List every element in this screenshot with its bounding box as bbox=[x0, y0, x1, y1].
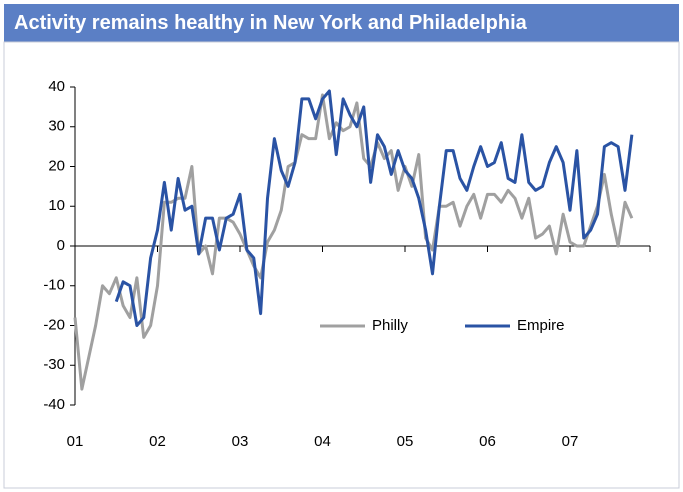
x-tick-label: 05 bbox=[397, 433, 414, 450]
y-tick-label: -20 bbox=[43, 316, 65, 333]
y-tick-label: 30 bbox=[48, 118, 65, 135]
x-tick-label: 01 bbox=[67, 433, 84, 450]
panel-border bbox=[3, 41, 680, 489]
series-line bbox=[73, 93, 634, 391]
chart-title: Activity remains healthy in New York and… bbox=[14, 12, 527, 34]
y-tick-label: 20 bbox=[48, 157, 65, 174]
x-tick-label: 04 bbox=[314, 433, 331, 450]
y-tick-label: 0 bbox=[57, 237, 65, 254]
legend-label: Empire bbox=[517, 317, 565, 334]
x-tick-label: 03 bbox=[232, 433, 249, 450]
y-tick-label: 10 bbox=[48, 197, 65, 214]
series-line bbox=[114, 89, 634, 327]
title-bar: Activity remains healthy in New York and… bbox=[4, 4, 679, 42]
x-tick-label: 06 bbox=[479, 433, 496, 450]
y-tick-label: 40 bbox=[48, 78, 65, 95]
x-tick-label: 02 bbox=[149, 433, 166, 450]
y-tick-label: -10 bbox=[43, 277, 65, 294]
x-tick-label: 07 bbox=[562, 433, 579, 450]
legend-label: Philly bbox=[372, 317, 408, 334]
y-tick-label: -40 bbox=[43, 396, 65, 413]
y-tick-label: -30 bbox=[43, 356, 65, 373]
